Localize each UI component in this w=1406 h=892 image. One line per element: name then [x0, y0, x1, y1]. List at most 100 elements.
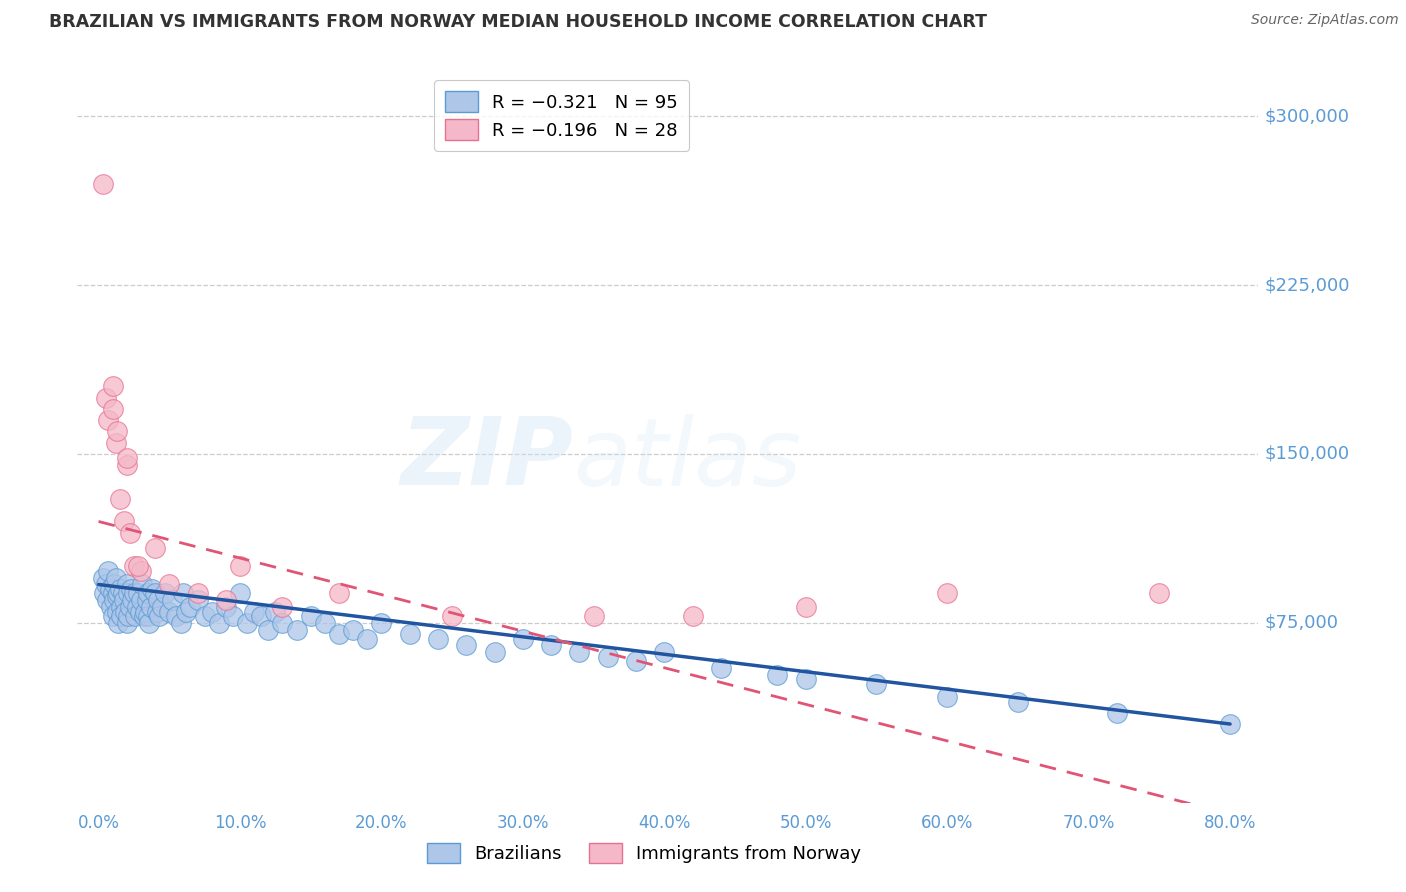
Point [105, 605, 128, 619]
Point [596, 649, 619, 664]
Point [117, 586, 139, 600]
Point [370, 615, 392, 630]
Point [91, 571, 114, 585]
Point [157, 577, 180, 591]
Point [174, 605, 197, 619]
Point [108, 491, 131, 506]
Point [143, 541, 166, 556]
Point [187, 586, 209, 600]
Point [101, 379, 124, 393]
Point [124, 609, 146, 624]
Text: $75,000: $75,000 [1264, 614, 1339, 632]
Point [229, 559, 252, 574]
Point [568, 645, 591, 659]
Point [146, 593, 169, 607]
Point [101, 586, 124, 600]
Point [264, 605, 287, 619]
Point [145, 605, 167, 619]
Point [100, 599, 122, 614]
Point [96, 593, 118, 607]
Point [682, 609, 704, 624]
Point [143, 586, 166, 600]
Point [103, 577, 125, 591]
Point [456, 638, 478, 652]
Text: ZIP: ZIP [401, 413, 574, 505]
Point [136, 609, 159, 624]
Point [108, 582, 131, 596]
Point [120, 582, 142, 596]
Point [342, 623, 364, 637]
Point [172, 586, 194, 600]
Point [157, 605, 180, 619]
Point [624, 654, 647, 668]
Point [314, 615, 336, 630]
Point [112, 515, 135, 529]
Point [257, 623, 280, 637]
Point [299, 609, 322, 624]
Point [201, 605, 224, 619]
Point [936, 690, 959, 704]
Point [652, 645, 675, 659]
Point [131, 577, 153, 591]
Point [936, 586, 959, 600]
Point [484, 645, 506, 659]
Point [271, 599, 294, 614]
Point [153, 586, 176, 600]
Point [271, 615, 294, 630]
Point [229, 586, 252, 600]
Text: Source: ZipAtlas.com: Source: ZipAtlas.com [1251, 13, 1399, 28]
Point [139, 599, 162, 614]
Point [98, 582, 121, 596]
Point [115, 458, 138, 473]
Point [766, 667, 789, 681]
Point [441, 609, 464, 624]
Point [236, 615, 259, 630]
Point [121, 593, 143, 607]
Point [582, 609, 605, 624]
Point [356, 632, 378, 646]
Point [94, 391, 117, 405]
Point [328, 627, 350, 641]
Point [127, 559, 149, 574]
Point [512, 632, 534, 646]
Text: BRAZILIAN VS IMMIGRANTS FROM NORWAY MEDIAN HOUSEHOLD INCOME CORRELATION CHART: BRAZILIAN VS IMMIGRANTS FROM NORWAY MEDI… [49, 13, 987, 31]
Point [135, 593, 157, 607]
Point [112, 593, 135, 607]
Point [1219, 717, 1241, 731]
Point [169, 615, 191, 630]
Point [865, 676, 887, 690]
Point [194, 609, 217, 624]
Text: $300,000: $300,000 [1264, 107, 1350, 126]
Text: $150,000: $150,000 [1264, 445, 1350, 463]
Point [122, 586, 145, 600]
Point [107, 586, 129, 600]
Point [165, 609, 187, 624]
Point [1007, 694, 1029, 708]
Point [710, 661, 733, 675]
Point [134, 605, 156, 619]
Point [104, 571, 127, 585]
Point [110, 599, 132, 614]
Point [215, 599, 238, 614]
Point [115, 615, 138, 630]
Point [215, 593, 238, 607]
Point [1149, 586, 1171, 600]
Point [104, 435, 127, 450]
Point [91, 177, 114, 191]
Point [118, 599, 141, 614]
Point [122, 559, 145, 574]
Point [118, 525, 141, 540]
Point [187, 593, 209, 607]
Point [208, 615, 231, 630]
Point [794, 672, 817, 686]
Point [103, 593, 125, 607]
Point [150, 599, 173, 614]
Point [794, 599, 817, 614]
Point [160, 593, 183, 607]
Point [540, 638, 562, 652]
Point [285, 623, 308, 637]
Point [243, 605, 266, 619]
Point [127, 586, 149, 600]
Point [97, 413, 120, 427]
Point [110, 609, 132, 624]
